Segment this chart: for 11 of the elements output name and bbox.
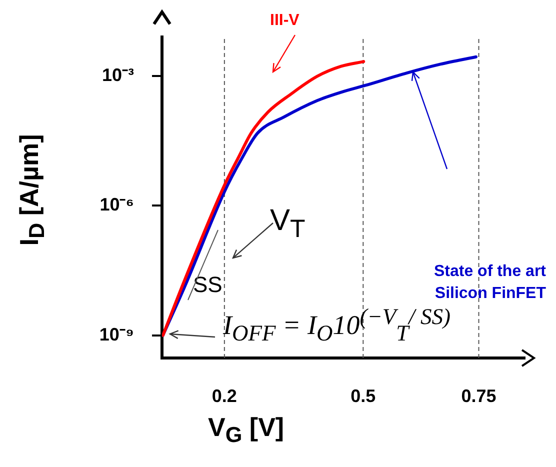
x-tick-label: 0.5: [350, 386, 376, 406]
text: State of the art Silicon FinFET: [432, 262, 546, 304]
y-tick-label: 10⁻⁶: [100, 194, 134, 215]
annotation: V$_{T}$: [270, 204, 306, 244]
annotation: SS: [193, 272, 222, 298]
y-tick-label: 10⁻³: [102, 64, 134, 85]
text: III-V: [270, 11, 300, 31]
y-tick-label: 10⁻⁹: [99, 324, 134, 344]
x-tick-label: 0.75: [461, 386, 496, 406]
x-axis-title: V$_{G}$ [V]: [208, 412, 284, 448]
x-tick-label: 0.2: [212, 386, 237, 406]
